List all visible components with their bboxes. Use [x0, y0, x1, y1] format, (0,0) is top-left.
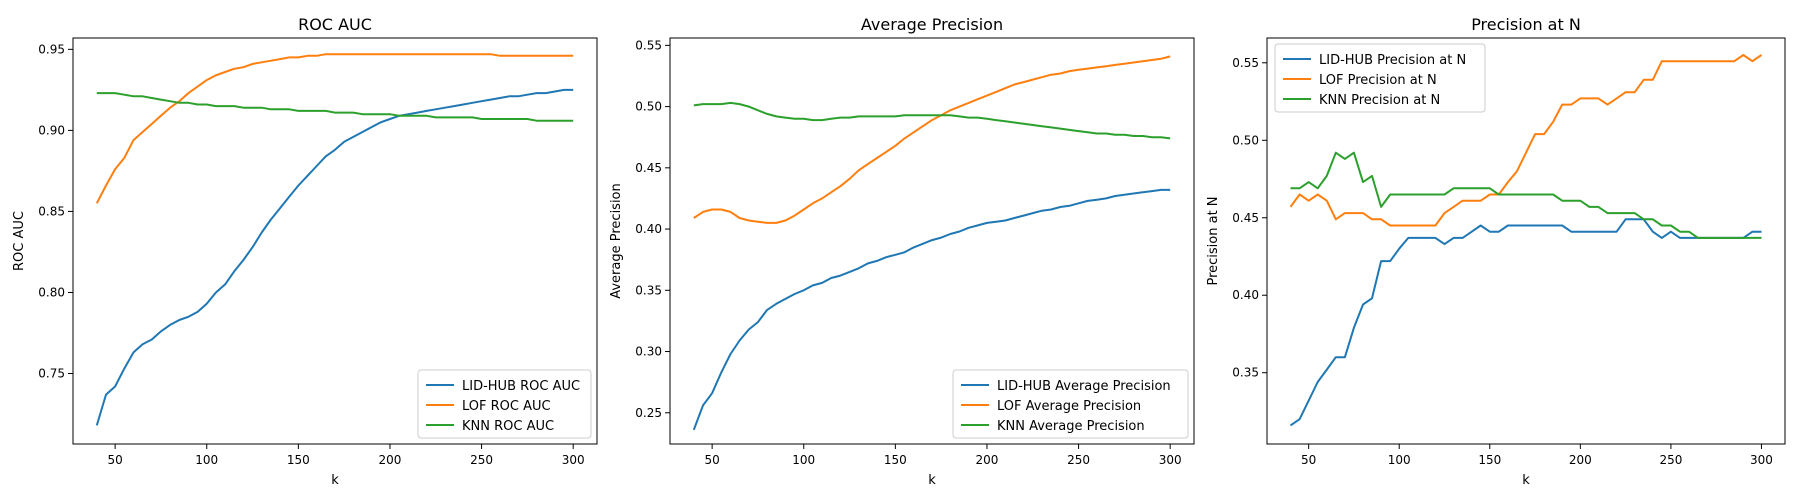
x-tick-label: 150 — [287, 453, 310, 467]
y-tick-label: 0.90 — [38, 123, 65, 137]
y-tick-label: 0.80 — [38, 285, 65, 299]
y-tick-label: 0.35 — [1232, 366, 1259, 380]
chart-panel-2: Average Precision 50 100 150 200 250 300 0.25 0.… — [609, 15, 1195, 488]
chart-title: Average Precision — [861, 15, 1003, 34]
series-line-lof — [95, 53, 574, 204]
y-tick-label: 0.50 — [1232, 133, 1259, 147]
legend-label: KNN ROC AUC — [462, 419, 554, 434]
series-line-lid — [692, 188, 1171, 431]
series-line-lof — [1289, 54, 1763, 227]
series-line-knn — [1290, 151, 1762, 239]
series-line-lid — [95, 88, 574, 426]
y-axis-label: Average Precision — [609, 183, 624, 299]
x-tick-label: 250 — [1067, 453, 1090, 467]
chart-title: Precision at N — [1471, 15, 1581, 34]
x-tick-label: 250 — [470, 453, 493, 467]
legend-label: KNN Precision at N — [1319, 93, 1440, 108]
legend-label: LOF Precision at N — [1319, 73, 1437, 88]
y-tick-label: 0.55 — [1232, 56, 1259, 70]
legend-label: LOF Average Precision — [997, 399, 1141, 414]
x-tick-label: 150 — [884, 453, 907, 467]
y-tick-label: 0.85 — [38, 204, 65, 218]
x-tick-label: 150 — [1478, 453, 1501, 467]
x-axis-label: k — [1522, 473, 1530, 488]
y-axis-label: Precision at N — [1206, 196, 1221, 285]
series-line-lid — [1289, 218, 1762, 427]
legend-box — [1274, 43, 1486, 113]
y-tick-label: 0.75 — [38, 366, 65, 380]
series-line-knn — [693, 101, 1171, 140]
legend-label: KNN Average Precision — [997, 419, 1145, 434]
x-tick-label: 100 — [792, 453, 815, 467]
x-tick-label: 50 — [1301, 453, 1316, 467]
axes-frame — [1266, 37, 1786, 445]
series-line-knn — [96, 92, 574, 122]
x-axis-label: k — [331, 473, 339, 488]
x-tick-label: 300 — [1750, 453, 1773, 467]
legend-box — [417, 369, 592, 439]
y-tick-label: 0.40 — [635, 222, 662, 236]
y-tick-label: 0.25 — [635, 406, 662, 420]
y-tick-label: 0.30 — [635, 345, 662, 359]
chart-panel-3: Precision at N 50 100 150 200 250 300 0.35 0.40 0… — [1206, 15, 1786, 488]
y-tick-label: 0.35 — [635, 283, 662, 297]
y-tick-label: 0.45 — [1232, 211, 1259, 225]
legend-label: LOF ROC AUC — [462, 399, 551, 414]
series-line-lof — [693, 55, 1171, 224]
y-tick-label: 0.40 — [1232, 288, 1259, 302]
x-axis-label: k — [928, 473, 936, 488]
y-tick-label: 0.45 — [635, 161, 662, 175]
legend-label: LID-HUB Average Precision — [997, 379, 1171, 394]
x-tick-label: 300 — [1159, 453, 1182, 467]
x-tick-label: 200 — [379, 453, 402, 467]
x-tick-label: 200 — [976, 453, 999, 467]
x-tick-label: 200 — [1569, 453, 1592, 467]
legend-label: LID-HUB Precision at N — [1319, 53, 1466, 68]
chart-title: ROC AUC — [298, 15, 372, 34]
axes-frame — [72, 37, 598, 445]
x-tick-label: 300 — [562, 453, 585, 467]
y-tick-label: 0.95 — [38, 42, 65, 56]
legend: LID-HUB Average Precision LOF Average Pre… — [952, 369, 1189, 439]
y-tick-label: 0.50 — [635, 100, 662, 114]
x-tick-label: 50 — [107, 453, 122, 467]
x-tick-label: 100 — [195, 453, 218, 467]
axes-frame — [669, 37, 1195, 445]
legend-label: LID-HUB ROC AUC — [462, 379, 580, 394]
legend: LID-HUB ROC AUC LOF ROC AUC KNN ROC AUC — [417, 369, 592, 439]
chart-panel-1: ROC AUC 50 100 150 200 250 300 0.75 0.80 0.85 0.90… — [12, 15, 598, 488]
x-tick-label: 100 — [1388, 453, 1411, 467]
y-tick-label: 0.55 — [635, 38, 662, 52]
legend-box — [952, 369, 1189, 439]
legend: LID-HUB Precision at N LOF Precision at N… — [1274, 43, 1486, 113]
x-tick-label: 50 — [704, 453, 719, 467]
y-axis-label: ROC AUC — [12, 211, 27, 271]
x-tick-label: 250 — [1659, 453, 1682, 467]
